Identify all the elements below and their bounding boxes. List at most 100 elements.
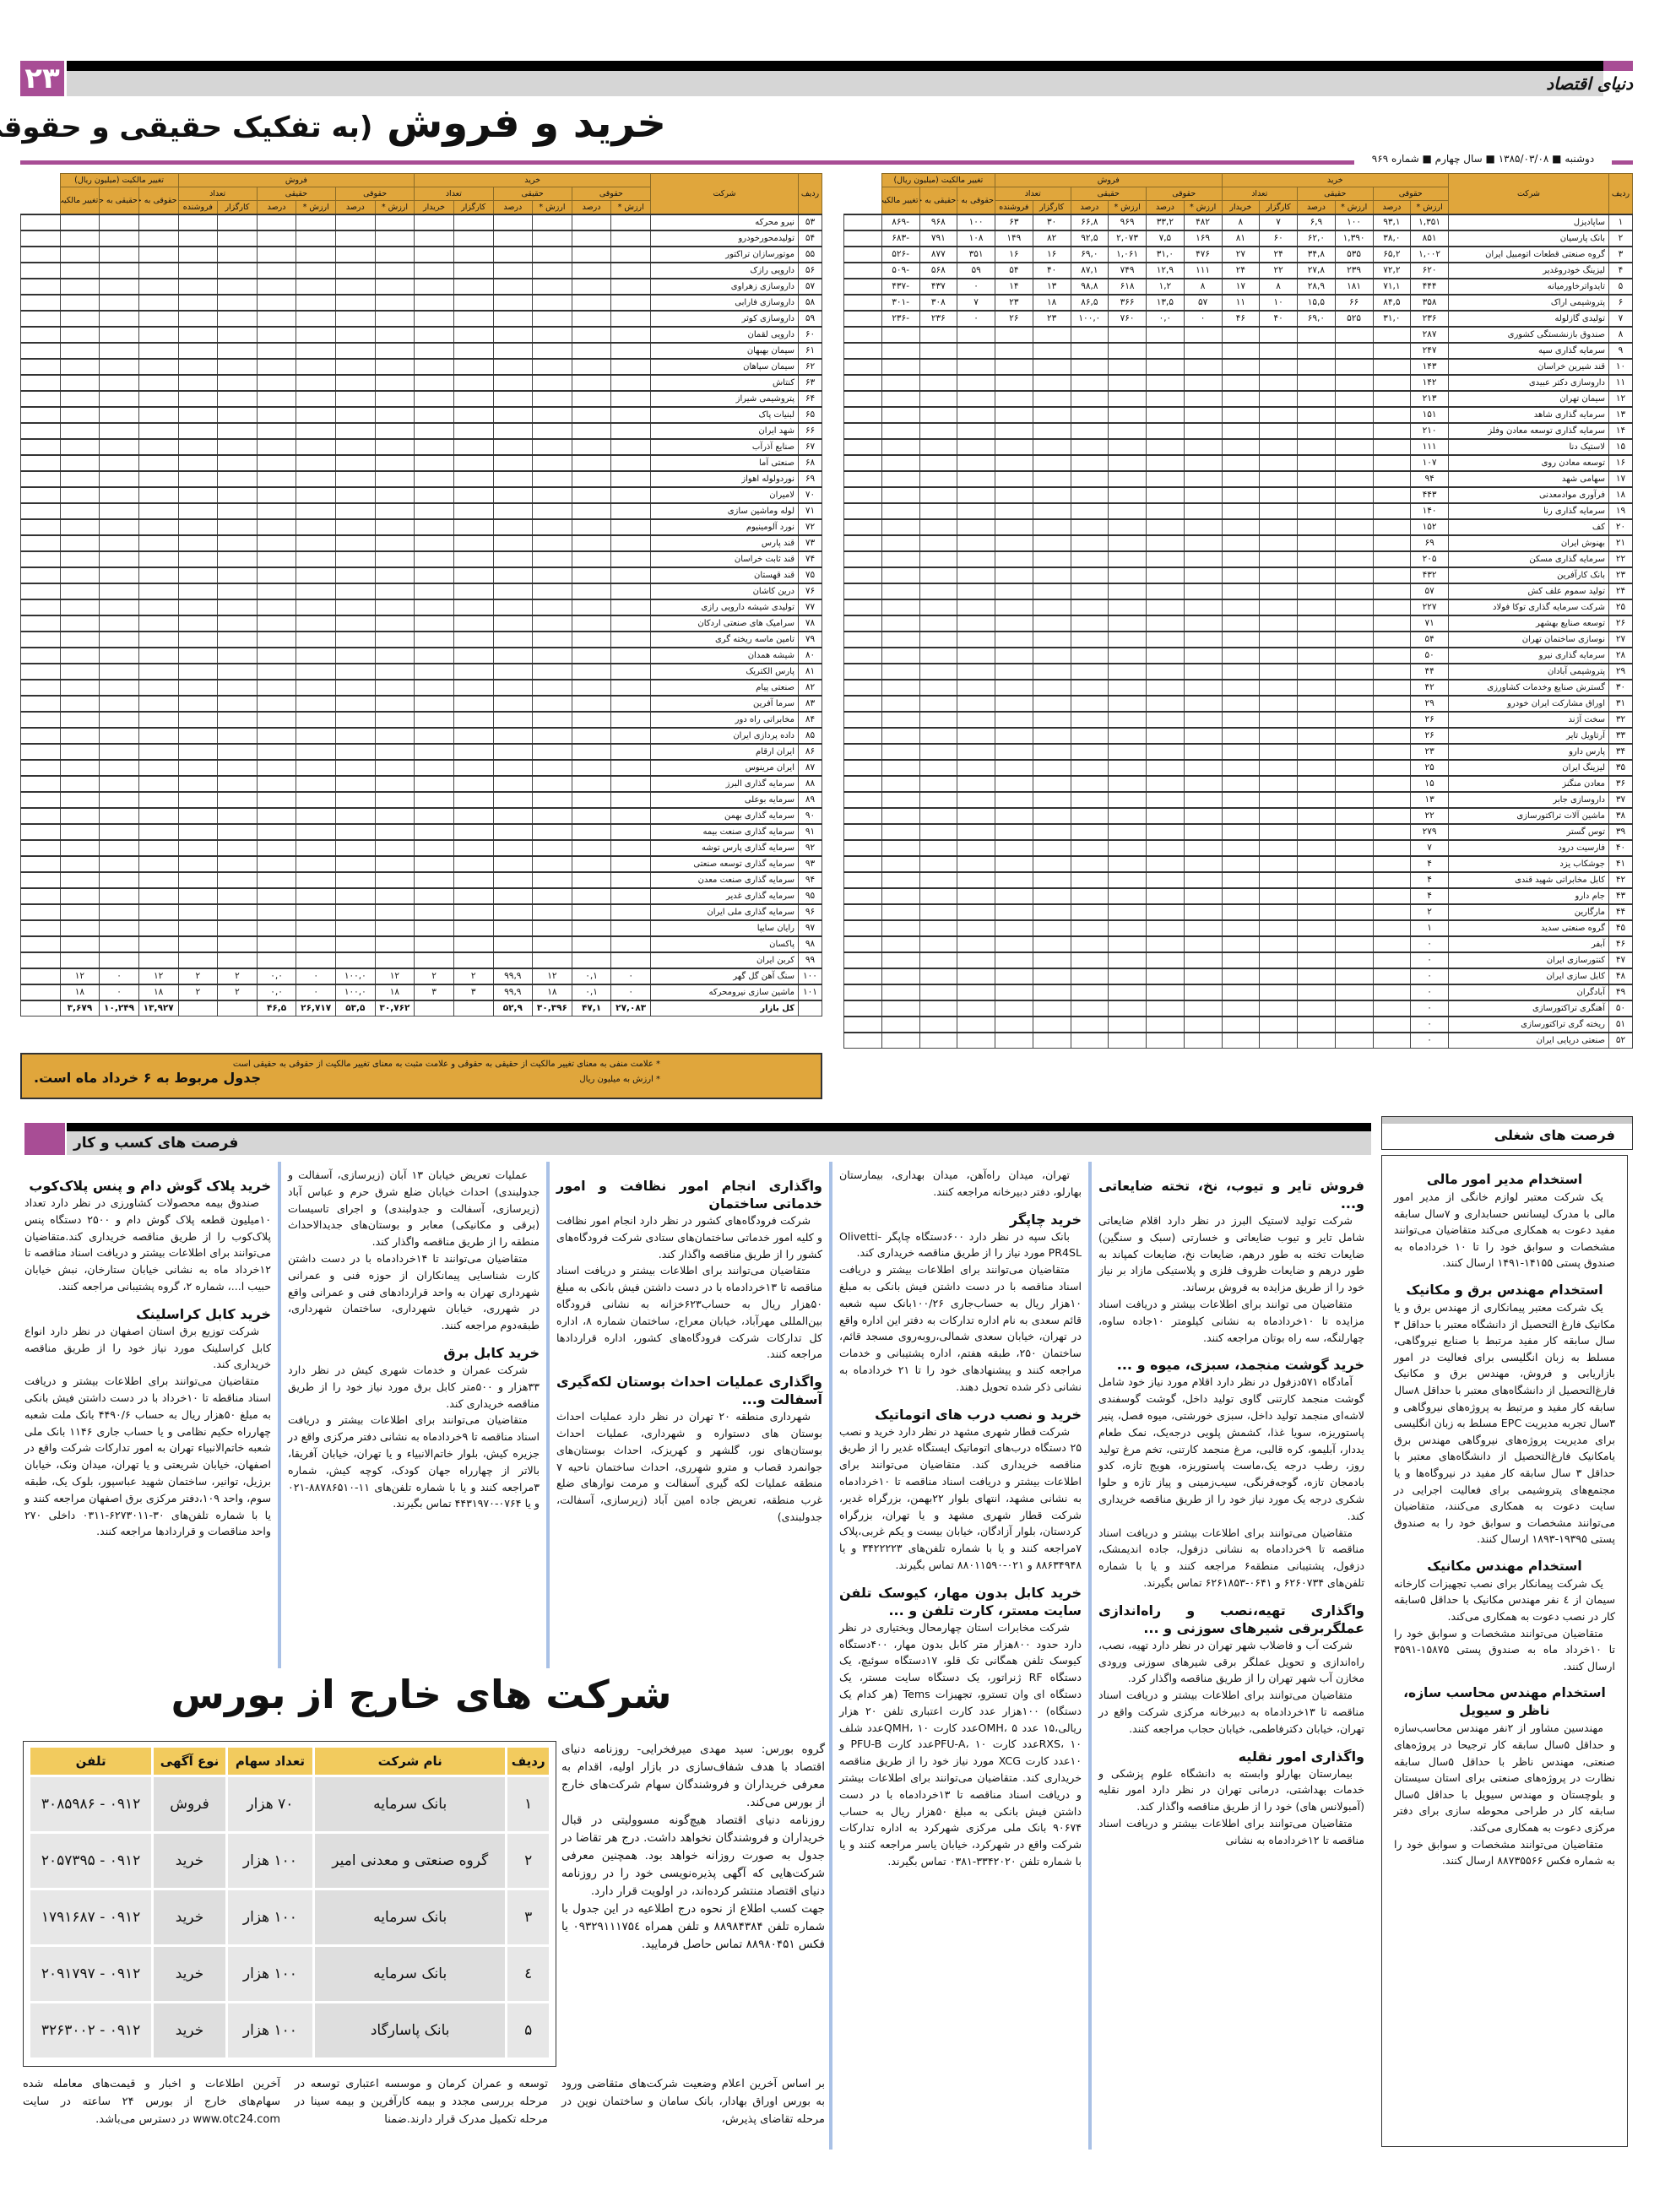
value-cell	[1109, 967, 1147, 984]
value-cell: ۰,۰	[257, 967, 298, 984]
value-cell	[1222, 501, 1261, 519]
value-cell	[1260, 806, 1299, 824]
value-cell: ۱۵۲	[1411, 518, 1450, 535]
value-cell	[218, 453, 258, 471]
otc-phone: ۰۹۱۲ - ۱۷۹۱۶۸۷	[31, 1890, 153, 1944]
value-cell	[218, 935, 258, 952]
value-cell	[336, 501, 377, 519]
value-cell	[844, 582, 883, 599]
value-cell	[1373, 325, 1413, 343]
value-cell	[881, 1015, 921, 1033]
value-cell	[1109, 1031, 1147, 1049]
header-company: شرکت	[651, 173, 800, 214]
value-cell	[611, 469, 652, 487]
table-row: ۶۷ صنایع آذرآب	[21, 437, 823, 455]
article: خرید چاپگر بانک سپه در نظر دارد ۶۰۰دستگاه…	[840, 1211, 1082, 1396]
value-cell	[1071, 999, 1110, 1017]
value-cell	[1373, 646, 1413, 664]
value-cell	[21, 357, 62, 375]
value-cell: ۱۵۱	[1411, 405, 1450, 423]
company-cell: سرمایه گذاری شاهد	[1449, 405, 1610, 423]
value-cell	[336, 389, 377, 407]
value-cell	[1033, 935, 1072, 952]
value-cell	[453, 806, 495, 824]
value-cell	[572, 854, 613, 872]
value-cell	[415, 758, 455, 776]
value-cell	[995, 694, 1034, 712]
value-cell	[1184, 742, 1223, 760]
value-cell	[257, 357, 298, 375]
value-cell	[257, 309, 298, 327]
value-cell	[611, 534, 652, 551]
value-cell	[1109, 662, 1147, 680]
value-cell	[844, 421, 883, 439]
rank-cell: ۴۴	[1609, 903, 1634, 920]
value-cell: ۱۳	[1411, 790, 1450, 808]
value-cell	[1335, 983, 1375, 1000]
section-title-business: فرصت های کسب و کار	[68, 1131, 1372, 1155]
value-cell	[572, 261, 613, 279]
company-cell: پارس دارو	[1449, 742, 1610, 760]
value-cell	[100, 566, 140, 583]
value-cell	[21, 550, 62, 567]
value-cell	[533, 790, 573, 808]
subheader: خریدار	[415, 200, 455, 214]
company-cell: تولیدی گازلوله	[1449, 309, 1610, 327]
value-cell	[572, 742, 613, 760]
rank-cell: ۶۵	[799, 405, 823, 423]
header-rank: ردیف	[799, 173, 823, 214]
value-cell	[178, 854, 220, 872]
rank-cell: ۸۸	[799, 774, 823, 792]
value-cell	[1373, 534, 1413, 551]
value-cell	[218, 598, 258, 615]
value-cell	[995, 903, 1034, 920]
value-cell	[1033, 854, 1072, 872]
value-cell	[844, 726, 883, 744]
value-cell	[611, 774, 652, 792]
value-cell	[1184, 886, 1223, 904]
value-cell	[1147, 614, 1185, 632]
value-cell: ۱۴۳	[1411, 357, 1450, 375]
value-cell: ۴۴۳	[1411, 485, 1450, 503]
company-cell: ماشین آلات تراکتورسازی	[1449, 806, 1610, 824]
value-cell	[533, 598, 573, 615]
value-cell	[844, 870, 883, 888]
value-cell: ۲۳۹	[1335, 261, 1375, 279]
value-cell: ۶۲۰	[1411, 261, 1450, 279]
value-cell	[218, 886, 258, 904]
value-cell	[257, 341, 298, 359]
value-cell	[100, 726, 140, 744]
value-cell	[218, 293, 258, 311]
value-cell	[572, 469, 613, 487]
value-cell	[296, 582, 337, 599]
value-cell	[1298, 854, 1337, 872]
rank-cell: ۸	[1609, 325, 1634, 343]
rank-cell: ۶۶	[799, 421, 823, 439]
article-body: شرکت توزیع برق استان اصفهان در نظر دارد …	[25, 1324, 272, 1371]
value-cell	[1184, 598, 1223, 615]
value-cell: ۲۶,۷۱۷	[296, 999, 337, 1017]
rank-cell: ۵۵	[799, 245, 823, 263]
company-cell: لبنیات پاک	[651, 405, 800, 423]
value-cell	[957, 405, 996, 423]
value-cell	[611, 854, 652, 872]
value-cell	[881, 325, 921, 343]
value-cell	[1373, 678, 1413, 696]
header-sell: فروش	[178, 173, 416, 187]
value-cell	[415, 373, 455, 391]
value-cell: -۴۳۷	[881, 277, 921, 295]
value-cell	[1222, 710, 1261, 728]
value-cell	[453, 951, 495, 968]
value-cell	[296, 309, 337, 327]
value-cell	[178, 277, 220, 295]
value-cell	[844, 678, 883, 696]
header-buy: خرید	[1222, 173, 1450, 187]
value-cell	[60, 790, 101, 808]
value-cell	[60, 822, 101, 840]
value-cell	[336, 951, 377, 968]
value-cell	[844, 534, 883, 551]
value-cell	[1109, 550, 1147, 567]
value-cell: ۰,۱	[572, 983, 613, 1000]
value-cell: ۷۲,۲	[1373, 261, 1413, 279]
value-cell	[218, 742, 258, 760]
